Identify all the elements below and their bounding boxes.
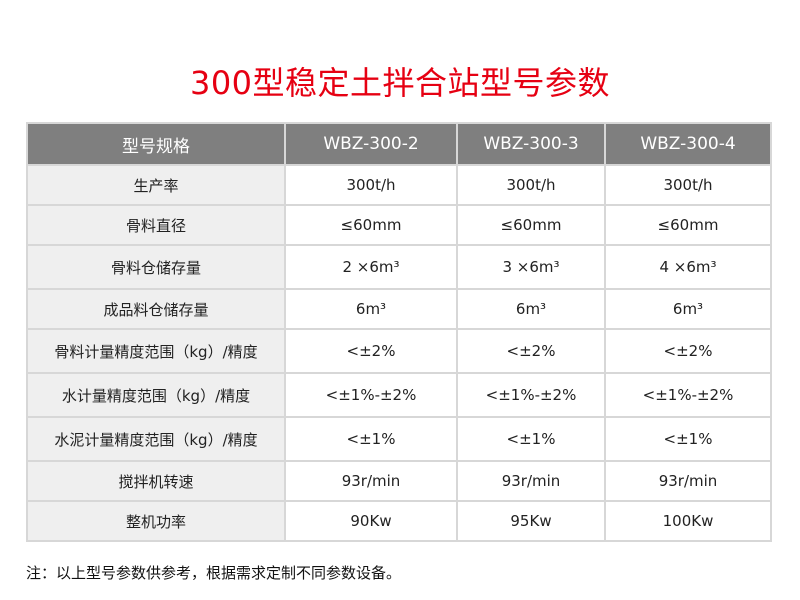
row-label: 整机功率 (26, 500, 286, 542)
table-cell: <±2% (456, 328, 606, 374)
table-cell: <±1%-±2% (604, 372, 772, 418)
row-label: 骨料仓储存量 (26, 244, 286, 290)
table-row: 搅拌机转速 93r/min 93r/min 93r/min (26, 460, 772, 502)
row-label: 水泥计量精度范围（kg）/精度 (26, 416, 286, 462)
table-cell: 3 ×6m³ (456, 244, 606, 290)
table-row: 成品料仓储存量 6m³ 6m³ 6m³ (26, 288, 772, 330)
header-wbz-300-3: WBZ-300-3 (456, 122, 606, 166)
table-cell: <±1% (604, 416, 772, 462)
header-wbz-300-2: WBZ-300-2 (284, 122, 458, 166)
header-wbz-300-4: WBZ-300-4 (604, 122, 772, 166)
table-cell: 100Kw (604, 500, 772, 542)
table-cell: 93r/min (604, 460, 772, 502)
row-label: 成品料仓储存量 (26, 288, 286, 330)
table-cell: ≤60mm (604, 204, 772, 246)
table-cell: 95Kw (456, 500, 606, 542)
table-row: 生产率 300t/h 300t/h 300t/h (26, 164, 772, 206)
row-label: 搅拌机转速 (26, 460, 286, 502)
table-cell: 4 ×6m³ (604, 244, 772, 290)
table-cell: <±2% (284, 328, 458, 374)
table-cell: 300t/h (456, 164, 606, 206)
table-cell: 6m³ (284, 288, 458, 330)
table-cell: 2 ×6m³ (284, 244, 458, 290)
table-cell: 93r/min (456, 460, 606, 502)
table-cell: ≤60mm (456, 204, 606, 246)
table-cell: 300t/h (604, 164, 772, 206)
table-cell: 300t/h (284, 164, 458, 206)
table-header-row: 型号规格 WBZ-300-2 WBZ-300-3 WBZ-300-4 (26, 122, 772, 166)
table-row: 水泥计量精度范围（kg）/精度 <±1% <±1% <±1% (26, 416, 772, 462)
table-cell: ≤60mm (284, 204, 458, 246)
row-label: 水计量精度范围（kg）/精度 (26, 372, 286, 418)
spec-table: 型号规格 WBZ-300-2 WBZ-300-3 WBZ-300-4 生产率 3… (26, 122, 772, 542)
table-row: 整机功率 90Kw 95Kw 100Kw (26, 500, 772, 542)
table-row: 骨料计量精度范围（kg）/精度 <±2% <±2% <±2% (26, 328, 772, 374)
table-cell: <±1%-±2% (456, 372, 606, 418)
table-cell: 6m³ (604, 288, 772, 330)
row-label: 骨料直径 (26, 204, 286, 246)
table-row: 骨料直径 ≤60mm ≤60mm ≤60mm (26, 204, 772, 246)
table-cell: <±1% (284, 416, 458, 462)
row-label: 骨料计量精度范围（kg）/精度 (26, 328, 286, 374)
table-cell: <±1% (456, 416, 606, 462)
page-title: 300型稳定土拌合站型号参数 (189, 64, 611, 103)
table-cell: <±1%-±2% (284, 372, 458, 418)
table-cell: <±2% (604, 328, 772, 374)
table-row: 骨料仓储存量 2 ×6m³ 3 ×6m³ 4 ×6m³ (26, 244, 772, 290)
header-model-spec: 型号规格 (26, 122, 286, 166)
row-label: 生产率 (26, 164, 286, 206)
table-cell: 93r/min (284, 460, 458, 502)
table-row: 水计量精度范围（kg）/精度 <±1%-±2% <±1%-±2% <±1%-±2… (26, 372, 772, 418)
table-cell: 6m³ (456, 288, 606, 330)
table-cell: 90Kw (284, 500, 458, 542)
footnote: 注：以上型号参数供参考，根据需求定制不同参数设备。 (26, 564, 402, 582)
